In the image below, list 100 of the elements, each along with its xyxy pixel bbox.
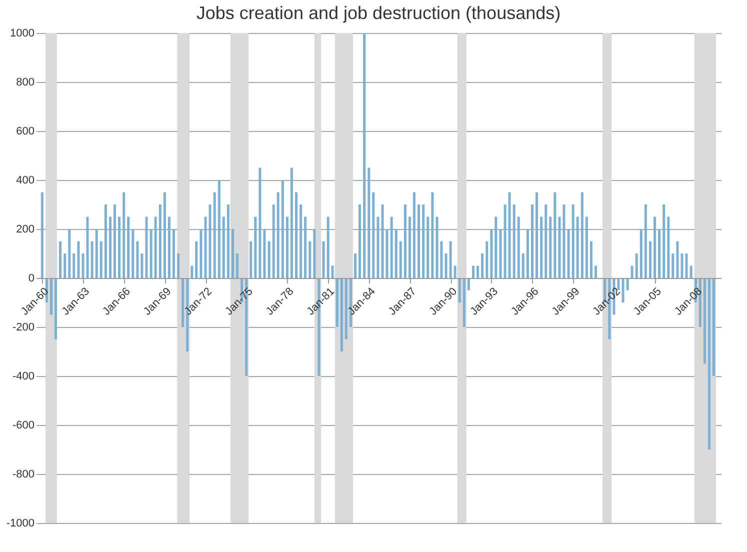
bar [276,192,280,278]
bar [662,204,666,278]
y-tick-label: 200 [16,224,34,236]
y-tick-label: -200 [12,322,34,334]
bar [412,192,416,278]
bar [685,254,688,278]
bar [572,204,574,278]
bar [59,241,62,278]
bar [177,254,180,278]
bar [622,278,624,302]
bar [462,278,466,327]
chart-title: Jobs creation and job destruction (thousands) [196,3,561,23]
bar [308,241,312,278]
bar [531,204,534,278]
bar [567,229,570,278]
bar [630,266,634,278]
bar [680,254,684,278]
bar [481,254,484,278]
bar [390,216,393,278]
bar [77,241,80,278]
bar [594,266,598,278]
bar [418,204,420,278]
bar [654,216,656,278]
bar [658,229,661,278]
bar [436,216,438,278]
bar [190,266,194,278]
bar [426,216,430,278]
bar [562,204,566,278]
y-tick-label: 1000 [10,28,34,40]
bar [644,204,647,278]
bar [499,229,502,278]
bar [672,254,674,278]
bar [172,229,176,278]
bar [708,278,711,450]
bar [422,204,425,278]
bar [304,216,307,278]
bar [232,229,234,278]
bar [263,229,266,278]
bar [585,216,588,278]
bar [454,266,456,278]
bar [363,33,366,278]
bar [204,216,207,278]
bar [127,216,130,278]
bar [122,192,126,278]
bar [218,180,220,278]
bar [408,216,411,278]
bar [254,216,257,278]
bar [376,216,380,278]
bar [236,254,238,278]
bar [368,168,370,278]
bar [590,241,592,278]
bar [703,278,706,364]
bar [222,216,225,278]
bar [626,278,629,290]
bar [394,229,398,278]
bar [113,204,116,278]
bar [472,266,474,278]
bar [290,168,293,278]
bar [354,254,357,278]
bar [512,204,516,278]
bar [182,278,184,327]
bar [322,241,325,278]
bar [486,241,488,278]
bar [281,180,284,278]
y-tick-label: -1000 [6,518,34,530]
bar [399,241,402,278]
bar [640,229,642,278]
bar [517,216,520,278]
bar [40,192,44,278]
bar [90,241,94,278]
y-tick-label: 800 [16,76,34,88]
bar [331,266,334,278]
bar [118,216,121,278]
bar [340,278,343,352]
bar [95,229,98,278]
bar [336,278,338,327]
bar [558,216,561,278]
bar [163,192,166,278]
bar [158,204,162,278]
bar [258,168,262,278]
bar [549,216,552,278]
bar [104,204,107,278]
bar [649,241,652,278]
bar [372,192,375,278]
bar [508,192,511,278]
bar [440,241,443,278]
bar [200,229,202,278]
bar [431,192,434,278]
bar [458,278,461,302]
bar [344,278,348,340]
bar [100,241,102,278]
bar [635,254,638,278]
y-tick-label: -400 [12,370,34,382]
bar [554,192,556,278]
bar [54,278,58,340]
y-tick-label: 0 [28,272,34,284]
y-tick-label: 600 [16,126,34,138]
bar [522,254,524,278]
bar [154,216,157,278]
bar [286,216,288,278]
